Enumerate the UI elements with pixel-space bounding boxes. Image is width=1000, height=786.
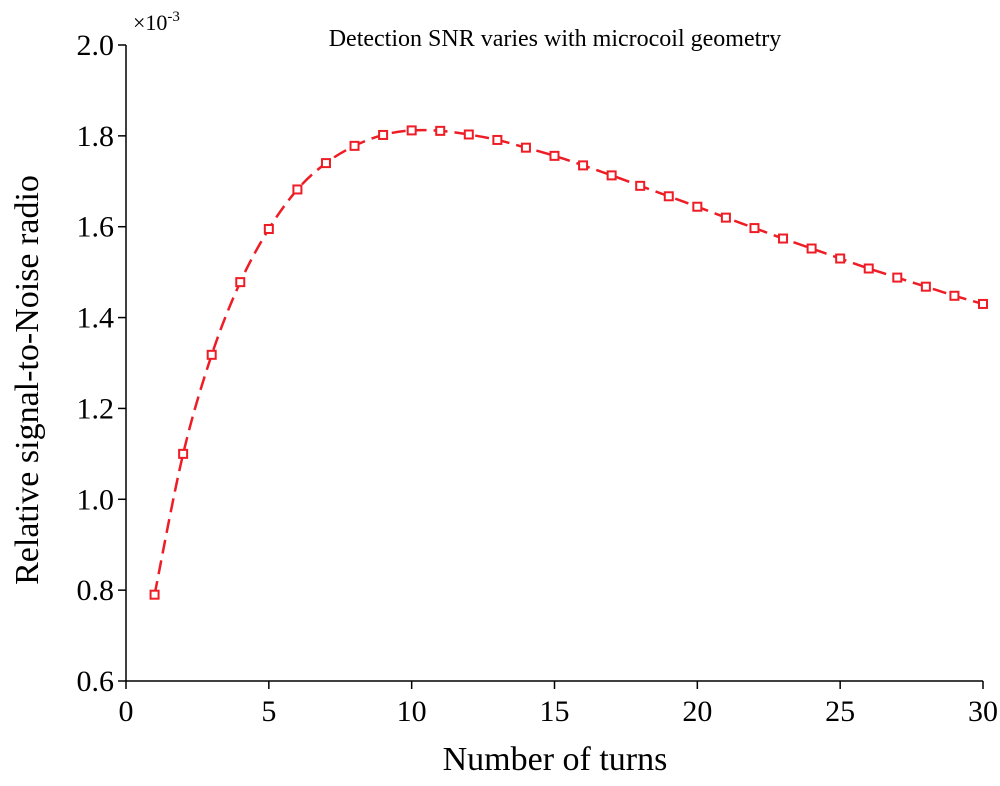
data-point-marker (835, 253, 846, 264)
data-point-marker (263, 223, 274, 234)
y-tick-label: 0.6 (77, 665, 115, 698)
y-tick-label: 1.0 (77, 483, 115, 516)
data-point-marker (606, 170, 617, 181)
x-tick-label: 25 (825, 695, 855, 728)
data-point-marker (578, 160, 589, 171)
y-multiplier-base: ×10 (133, 10, 167, 35)
x-tick-label: 15 (540, 695, 570, 728)
y-tick-label: 1.8 (77, 120, 115, 153)
data-point-marker (178, 448, 189, 459)
data-point-marker (749, 223, 760, 234)
data-point-marker (635, 180, 646, 191)
data-point-marker (978, 298, 988, 309)
data-point-marker (663, 191, 674, 202)
data-point-marker (863, 263, 874, 274)
x-tick-label: 0 (119, 695, 134, 728)
data-point-marker (778, 233, 789, 244)
x-tick-label: 5 (261, 695, 276, 728)
data-point-marker (892, 272, 903, 283)
chart-title: Detection SNR varies with microcoil geom… (329, 26, 782, 52)
data-point-marker (520, 142, 531, 153)
y-multiplier-exponent: -3 (167, 9, 180, 25)
series-line (153, 128, 984, 595)
data-point-marker (806, 243, 817, 254)
x-tick-label: 10 (397, 695, 427, 728)
y-axis-title: Relative signal-to-Noise radio (9, 175, 46, 585)
data-point-marker (549, 150, 560, 161)
x-tick-label: 30 (968, 695, 998, 728)
data-point-marker (406, 125, 417, 136)
data-point-marker (720, 212, 731, 223)
data-point-marker (235, 277, 246, 288)
data-point-marker (378, 129, 389, 140)
data-point-marker (320, 158, 331, 169)
y-tick-label: 1.4 (77, 302, 115, 335)
data-point-marker (206, 349, 217, 360)
y-tick-label: 1.6 (77, 211, 115, 244)
y-tick-label: 1.2 (77, 392, 115, 425)
y-tick-label: 0.8 (77, 574, 115, 607)
y-axis-multiplier: ×10-3 (133, 9, 180, 35)
data-point-marker (920, 281, 931, 292)
data-point-marker (949, 290, 960, 301)
y-tick-label: 2.0 (77, 29, 115, 62)
data-point-marker (492, 134, 503, 145)
data-point-marker (349, 140, 360, 151)
data-point-marker (149, 589, 160, 600)
data-point-marker (692, 201, 703, 212)
x-tick-label: 20 (682, 695, 712, 728)
x-axis-title: Number of turns (443, 741, 668, 778)
data-point-marker (435, 125, 446, 136)
data-point-marker (292, 184, 303, 195)
data-point-marker (463, 129, 474, 140)
